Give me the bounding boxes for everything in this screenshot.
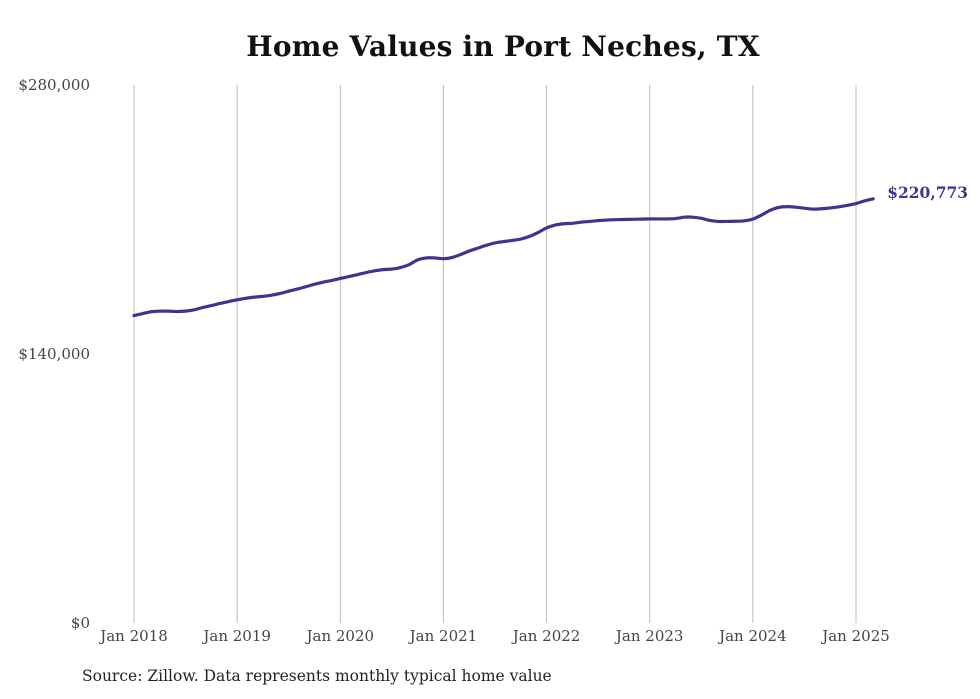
end-value-label: $220,773 xyxy=(887,183,968,202)
source-note: Source: Zillow. Data represents monthly … xyxy=(82,667,552,685)
x-tick-label: Jan 2018 xyxy=(98,627,168,645)
x-axis-tick-labels: Jan 2018 Jan 2019 Jan 2020 Jan 2021 Jan 2022… xyxy=(98,627,890,645)
end-label-group: $220,773 xyxy=(887,183,968,202)
chart-title: Home Values in Port Neches, TX xyxy=(246,30,760,63)
x-tick-label: Jan 2019 xyxy=(201,627,271,645)
x-tick-label: Jan 2025 xyxy=(820,627,890,645)
y-tick-label: $280,000 xyxy=(18,76,90,94)
y-tick-label: $0 xyxy=(71,614,90,632)
series-line xyxy=(132,197,875,318)
series-group xyxy=(132,197,875,318)
vertical-gridlines xyxy=(133,85,857,623)
y-tick-label: $140,000 xyxy=(18,345,90,363)
x-tick-label: Jan 2022 xyxy=(511,627,581,645)
x-tick-label: Jan 2021 xyxy=(408,627,478,645)
x-tick-label: Jan 2023 xyxy=(614,627,684,645)
x-tick-label: Jan 2020 xyxy=(305,627,375,645)
y-axis-tick-labels: $0 $140,000 $280,000 xyxy=(18,76,90,632)
x-tick-label: Jan 2024 xyxy=(717,627,787,645)
